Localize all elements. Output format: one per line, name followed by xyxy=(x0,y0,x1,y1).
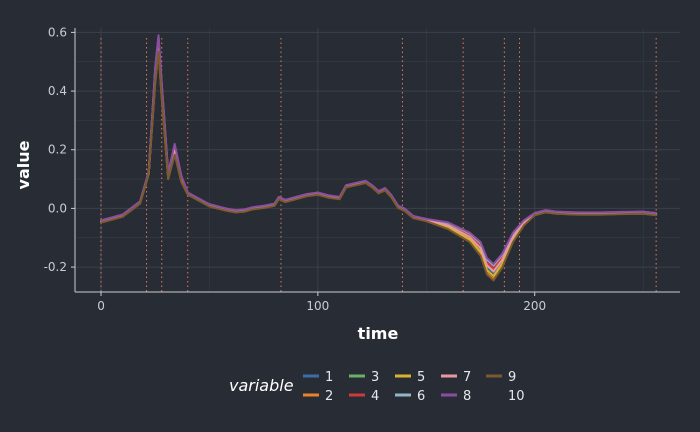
legend: variable 1 2 3 4 5 6 7 8 9 10 xyxy=(229,370,525,404)
legend-label-10: 10 xyxy=(508,389,525,404)
series-line-8 xyxy=(100,34,658,265)
axes xyxy=(74,28,680,293)
x-axis-title: time xyxy=(358,324,399,343)
legend-label-3: 3 xyxy=(371,370,379,385)
y-tick-label: 0.4 xyxy=(48,84,67,98)
legend-label-9: 9 xyxy=(508,370,516,385)
legend-label-8: 8 xyxy=(463,389,471,404)
y-tick-label: -0.2 xyxy=(44,260,67,274)
series-lines xyxy=(100,34,658,282)
legend-label-7: 7 xyxy=(463,370,471,385)
series-line-9 xyxy=(100,50,658,282)
legend-label-4: 4 xyxy=(371,389,379,404)
legend-label-1: 1 xyxy=(325,370,333,385)
x-tick-label: 0 xyxy=(97,299,105,313)
y-tick-label: 0.2 xyxy=(48,143,67,157)
legend-label-2: 2 xyxy=(325,389,333,404)
y-ticks: -0.2 0.0 0.2 0.4 0.6 xyxy=(44,25,75,274)
x-tick-label: 100 xyxy=(306,299,329,313)
y-axis-title: value xyxy=(14,140,33,189)
y-tick-label: 0.6 xyxy=(48,25,67,39)
x-tick-label: 200 xyxy=(523,299,546,313)
x-ticks: 0 100 200 xyxy=(97,292,546,313)
legend-title: variable xyxy=(229,376,294,395)
y-tick-label: 0.0 xyxy=(48,201,67,215)
legend-label-5: 5 xyxy=(417,370,425,385)
legend-label-6: 6 xyxy=(417,389,425,404)
